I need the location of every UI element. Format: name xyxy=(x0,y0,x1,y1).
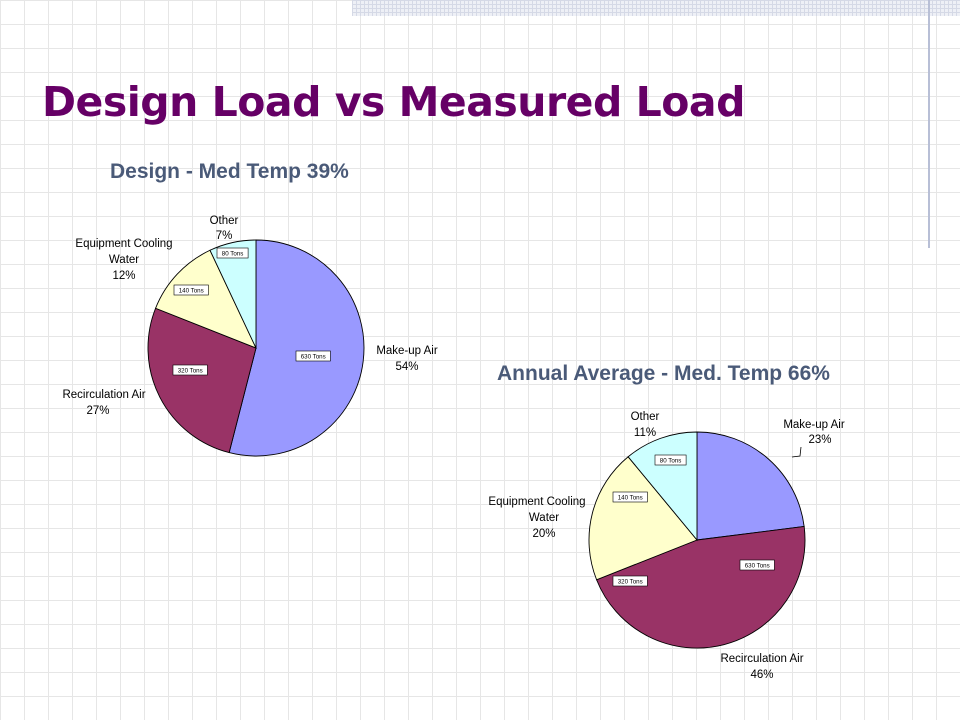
pie2-value-other-box xyxy=(612,491,648,503)
pie2-extra-value-0-group: 80 Tons xyxy=(654,454,687,466)
pie1-value-makeup-air-group: 630 Tons xyxy=(295,350,331,362)
pie1-makeup-air-percent: 54% xyxy=(395,361,418,373)
pie2-value-other: 140 Tons xyxy=(618,495,643,502)
decorative-band xyxy=(352,0,960,16)
pie1-value-recirculation-air-box xyxy=(172,364,208,376)
pie2-slice-makeup-air xyxy=(696,431,805,541)
pie1-slice-makeup-air xyxy=(228,239,365,457)
pie2-extra-value-0: 80 Tons xyxy=(660,458,682,465)
pie2-value-other-group: 140 Tons xyxy=(612,491,648,503)
pie1-value-equipment-cooling-water: 140 Tons xyxy=(179,288,204,295)
annual-chart-title: Annual Average - Med. Temp 66% xyxy=(497,362,830,385)
pie1-value-recirculation-air-group: 320 Tons xyxy=(172,364,208,376)
pie1-recirculation-air-label: Recirculation Air xyxy=(62,389,145,401)
pie2-value-recirculation-air: 630 Tons xyxy=(745,563,770,570)
pie2-value-equipment-cooling-water-group: 320 Tons xyxy=(612,575,648,587)
pie2-value-equipment-cooling-water: 320 Tons xyxy=(618,579,643,586)
pie1-other-label: Other xyxy=(210,215,239,227)
pie1-slice-recirculation-air xyxy=(147,307,257,454)
pie2-value-equipment-cooling-water-box xyxy=(612,575,648,587)
pie2-other-label: Other xyxy=(631,411,660,423)
pie2-equipment-cooling-water-label-line2: Water xyxy=(529,512,559,524)
pie2-recirculation-air-percent: 46% xyxy=(750,669,773,681)
pie2-makeup-air-leader-line xyxy=(791,446,802,458)
pie2-slice-equipment-cooling-water xyxy=(588,456,698,581)
pie2-extra-value-0-box xyxy=(654,454,687,466)
pie2-equipment-cooling-water-percent: 20% xyxy=(532,528,555,540)
pie2-equipment-cooling-water-label-line1: Equipment Cooling xyxy=(488,496,585,508)
decorative-line xyxy=(928,0,930,248)
pie1-value-other-group: 80 Tons xyxy=(216,247,249,259)
pie1-value-other-box xyxy=(216,247,249,259)
pie1-value-equipment-cooling-water-group: 140 Tons xyxy=(173,284,209,296)
pie1-makeup-air-label: Make-up Air xyxy=(376,345,438,357)
pie1-value-recirculation-air: 320 Tons xyxy=(178,368,203,375)
pie2-other-percent: 11% xyxy=(634,427,656,439)
pie1-equipment-cooling-water-label-line2: Water xyxy=(109,254,139,266)
pie2-value-recirculation-air-box xyxy=(739,559,775,571)
pie1-equipment-cooling-water-percent: 12% xyxy=(112,270,135,282)
pie1-equipment-cooling-water-label-line1: Equipment Cooling xyxy=(75,238,172,250)
pie1-other-percent: 7% xyxy=(216,230,233,242)
pie1-value-makeup-air-box xyxy=(295,350,331,362)
pie1-value-equipment-cooling-water-box xyxy=(173,284,209,296)
pie2-recirculation-air-label: Recirculation Air xyxy=(720,653,803,665)
pie2-value-recirculation-air-group: 630 Tons xyxy=(739,559,775,571)
pie1-slice-equipment-cooling-water xyxy=(154,249,257,349)
design-chart-title: Design - Med Temp 39% xyxy=(110,160,349,183)
pie2-slice-recirculation-air xyxy=(595,525,806,649)
slide-title: Design Load vs Measured Load xyxy=(42,78,745,126)
pie2-makeup-air-percent: 23% xyxy=(808,434,831,446)
pie1-value-other: 80 Tons xyxy=(222,251,244,258)
pie1-slice-other xyxy=(209,239,257,349)
pie2-makeup-air-label: Make-up Air xyxy=(783,419,845,431)
pie1-recirculation-air-percent: 27% xyxy=(86,405,109,417)
pie1-value-makeup-air: 630 Tons xyxy=(301,354,326,361)
